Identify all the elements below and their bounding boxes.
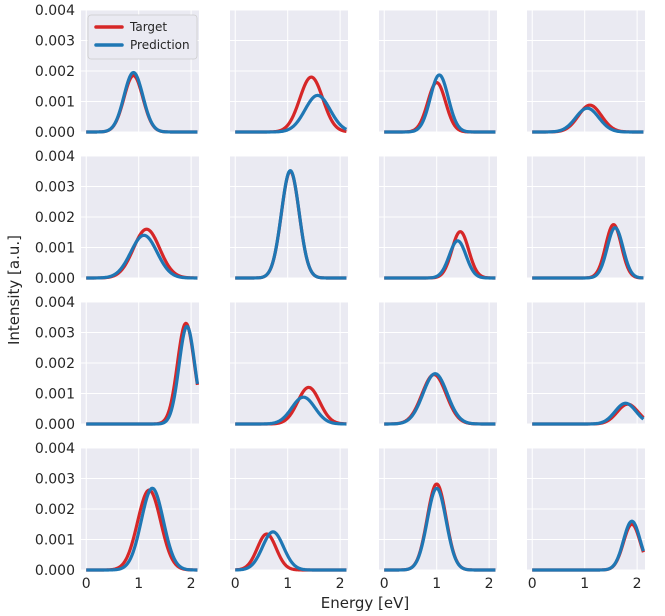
y-tick-label: 0.002 bbox=[35, 64, 75, 80]
subplot-grid bbox=[81, 9, 645, 572]
legend: Target Prediction bbox=[87, 14, 198, 60]
x-tick-label: 2 bbox=[336, 576, 345, 592]
subplot-1-3 bbox=[379, 9, 497, 134]
x-tick-label: 1 bbox=[283, 576, 292, 592]
subplot-3-4 bbox=[527, 301, 645, 426]
subplot-3-3 bbox=[379, 301, 497, 426]
y-tick-label: 0.002 bbox=[35, 502, 75, 518]
y-tick-label: 0.004 bbox=[35, 149, 75, 165]
y-tick-label: 0.003 bbox=[35, 180, 75, 196]
y-tick-label: 0.004 bbox=[35, 441, 75, 457]
x-tick-label: 2 bbox=[187, 576, 196, 592]
y-tick-label: 0.004 bbox=[35, 3, 75, 19]
x-tick-label: 0 bbox=[528, 576, 537, 592]
subplot-4-2 bbox=[230, 447, 348, 572]
x-tick-label: 0 bbox=[380, 576, 389, 592]
x-tick-label: 1 bbox=[580, 576, 589, 592]
series-prediction-line bbox=[85, 70, 199, 134]
legend-label-target: Target bbox=[129, 20, 167, 34]
y-tick-label: 0.001 bbox=[35, 533, 75, 549]
x-axis-label: Energy [eV] bbox=[321, 594, 409, 612]
series-prediction-line bbox=[383, 239, 497, 280]
subplot-1-4 bbox=[527, 9, 645, 134]
subplot-2-1 bbox=[81, 155, 199, 280]
y-tick-label: 0.003 bbox=[35, 34, 75, 50]
y-tick-label: 0.004 bbox=[35, 295, 75, 311]
series-prediction-line bbox=[531, 226, 645, 280]
series-prediction-line bbox=[531, 519, 645, 572]
series-prediction-line bbox=[85, 324, 200, 426]
y-tick-label: 0.000 bbox=[35, 271, 75, 287]
subplot-2-2 bbox=[230, 155, 348, 280]
subplot-1-2 bbox=[230, 9, 348, 134]
y-tick-labels: 0.000 0.001 0.002 0.003 0.004 0.000 0.001 0.002… bbox=[35, 3, 75, 579]
y-tick-label: 0.001 bbox=[35, 241, 75, 257]
y-tick-label: 0.002 bbox=[35, 356, 75, 372]
series-prediction-line bbox=[383, 372, 497, 426]
subplot-4-3 bbox=[379, 447, 497, 572]
x-tick-label: 1 bbox=[134, 576, 143, 592]
y-tick-label: 0.003 bbox=[35, 326, 75, 342]
y-tick-label: 0.000 bbox=[35, 563, 75, 579]
subplot-2-3 bbox=[379, 155, 497, 280]
y-tick-label: 0.001 bbox=[35, 387, 75, 403]
x-tick-label: 1 bbox=[432, 576, 441, 592]
series-prediction-line bbox=[234, 530, 348, 572]
y-tick-label: 0.000 bbox=[35, 417, 75, 433]
x-tick-labels: 0 1 2 0 1 2 0 1 2 0 1 2 bbox=[82, 576, 642, 592]
series-prediction-line bbox=[531, 401, 645, 426]
y-tick-label: 0.001 bbox=[35, 95, 75, 111]
subplot-4-4 bbox=[527, 447, 645, 572]
series-prediction-line bbox=[85, 486, 199, 572]
x-tick-label: 2 bbox=[485, 576, 494, 592]
series-prediction-line bbox=[85, 233, 199, 280]
series-prediction-line bbox=[383, 73, 497, 134]
y-tick-label: 0.002 bbox=[35, 210, 75, 226]
x-tick-label: 2 bbox=[633, 576, 642, 592]
x-tick-label: 0 bbox=[82, 576, 91, 592]
y-tick-label: 0.000 bbox=[35, 125, 75, 141]
y-tick-label: 0.003 bbox=[35, 472, 75, 488]
subplot-2-4 bbox=[527, 155, 645, 280]
legend-label-prediction: Prediction bbox=[130, 38, 190, 52]
series-prediction-line bbox=[234, 169, 348, 280]
series-prediction-line bbox=[531, 106, 645, 134]
subplot-4-1 bbox=[81, 447, 199, 572]
series-prediction-line bbox=[234, 93, 348, 134]
subplot-3-2 bbox=[230, 301, 348, 426]
series-prediction-line bbox=[234, 395, 348, 426]
x-tick-label: 0 bbox=[231, 576, 240, 592]
series-prediction-line bbox=[383, 486, 497, 572]
y-axis-label: Intensity [a.u.] bbox=[5, 235, 23, 345]
subplot-3-1 bbox=[81, 301, 200, 426]
